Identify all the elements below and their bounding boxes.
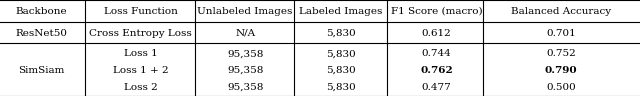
Text: 95,358: 95,358: [227, 49, 263, 58]
Text: 95,358: 95,358: [227, 66, 263, 75]
Text: Backbone: Backbone: [16, 7, 67, 16]
Text: 0.762: 0.762: [420, 66, 453, 75]
Text: Loss 1: Loss 1: [124, 49, 157, 58]
Text: Cross Entropy Loss: Cross Entropy Loss: [90, 29, 192, 38]
Text: SimSiam: SimSiam: [19, 66, 65, 75]
Text: 5,830: 5,830: [326, 49, 356, 58]
Text: 5,830: 5,830: [326, 29, 356, 38]
Text: Balanced Accuracy: Balanced Accuracy: [511, 7, 611, 16]
Text: N/A: N/A: [235, 29, 255, 38]
Text: Loss 1 + 2: Loss 1 + 2: [113, 66, 168, 75]
Text: 0.744: 0.744: [422, 49, 451, 58]
Text: F1 Score (macro): F1 Score (macro): [390, 7, 483, 16]
Text: Loss 2: Loss 2: [124, 83, 157, 92]
Text: 5,830: 5,830: [326, 83, 356, 92]
Text: 0.752: 0.752: [547, 49, 576, 58]
Text: 0.612: 0.612: [422, 29, 451, 38]
Text: Loss Function: Loss Function: [104, 7, 178, 16]
Text: Unlabeled Images: Unlabeled Images: [197, 7, 293, 16]
Text: ResNet50: ResNet50: [15, 29, 68, 38]
Text: 95,358: 95,358: [227, 83, 263, 92]
Text: 0.790: 0.790: [545, 66, 577, 75]
Text: Labeled Images: Labeled Images: [300, 7, 383, 16]
Text: 5,830: 5,830: [326, 66, 356, 75]
Text: 0.701: 0.701: [547, 29, 576, 38]
Text: 0.500: 0.500: [547, 83, 576, 92]
Text: 0.477: 0.477: [422, 83, 451, 92]
